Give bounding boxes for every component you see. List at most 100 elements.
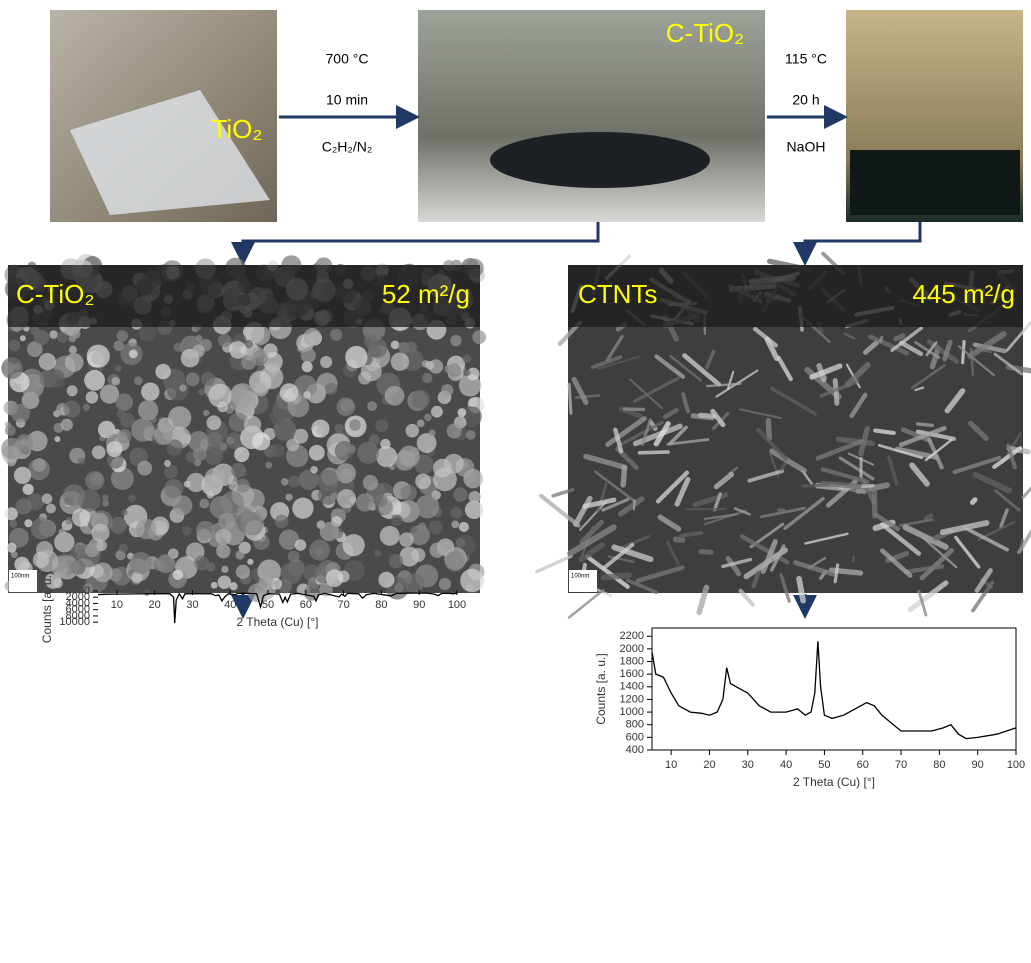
y-axis-label: Counts [a. u.] — [40, 572, 54, 643]
grain — [429, 429, 436, 436]
grain — [39, 353, 56, 370]
grain — [252, 432, 270, 450]
grain — [458, 408, 467, 417]
grain — [424, 414, 432, 422]
y-tick-label: 600 — [626, 731, 644, 743]
grain — [218, 575, 231, 588]
grain — [196, 521, 215, 540]
x-tick-label: 90 — [972, 759, 984, 771]
grain — [391, 340, 400, 349]
grain — [134, 376, 143, 385]
grain — [30, 326, 39, 335]
grain — [380, 526, 400, 546]
grain — [9, 520, 17, 528]
grain — [295, 539, 307, 551]
grain — [215, 529, 231, 545]
grain — [254, 382, 269, 397]
x-tick-label: 70 — [338, 599, 350, 611]
grain — [251, 326, 270, 345]
x-tick-label: 30 — [742, 759, 754, 771]
grain — [418, 522, 427, 531]
grain — [5, 425, 16, 436]
grain — [463, 354, 472, 363]
grain — [243, 489, 265, 511]
grain — [111, 377, 120, 386]
tube — [874, 489, 875, 516]
page: TiO₂ C-TiO₂ 700 °C 10 min C₂H₂/N₂ 115 °C… — [0, 0, 1031, 963]
grain — [57, 332, 68, 343]
grain — [156, 554, 175, 573]
tube — [1021, 540, 1022, 545]
grain — [182, 526, 192, 536]
grain — [106, 441, 122, 457]
grain — [226, 432, 243, 449]
tube — [640, 452, 668, 453]
tube — [926, 515, 931, 518]
y-tick-label: 800 — [626, 719, 644, 731]
x-axis-label: 2 Theta (Cu) [°] — [237, 615, 319, 629]
x-tick-label: 20 — [149, 599, 161, 611]
grain — [463, 369, 470, 376]
grain — [309, 445, 325, 461]
grain — [302, 361, 313, 372]
grain — [231, 463, 246, 478]
grain — [469, 491, 481, 503]
grain — [422, 373, 432, 383]
grain — [121, 509, 127, 515]
y-tick-label: 400 — [626, 744, 644, 756]
grain — [349, 419, 361, 431]
x-tick-label: 80 — [375, 599, 387, 611]
grain — [330, 329, 342, 341]
data-line — [652, 641, 1016, 738]
grain — [221, 491, 245, 515]
tube — [823, 483, 859, 486]
grain — [244, 416, 261, 433]
grain — [374, 550, 381, 557]
grain — [14, 467, 31, 484]
grain — [425, 361, 434, 370]
grain — [229, 481, 239, 491]
grain — [292, 498, 313, 519]
grain — [441, 384, 453, 396]
y-tick-label: 1800 — [620, 655, 644, 667]
grain — [217, 402, 228, 413]
grain — [117, 330, 128, 341]
tube — [1023, 472, 1031, 498]
grain — [84, 370, 105, 391]
grain — [229, 341, 247, 359]
scale-bar: 100nm — [11, 574, 29, 580]
grain — [272, 444, 285, 457]
grain — [234, 447, 249, 462]
tube — [634, 500, 635, 509]
tube — [623, 468, 624, 485]
tube — [880, 337, 881, 341]
y-tick-label: 1400 — [620, 681, 644, 693]
tube — [853, 557, 854, 561]
grain — [69, 346, 77, 354]
grain — [16, 434, 33, 451]
photo-label: C-TiO₂ — [666, 18, 744, 48]
grain — [265, 462, 272, 469]
grain — [136, 519, 157, 540]
grain — [375, 494, 388, 507]
grain — [179, 384, 186, 391]
grain — [20, 335, 26, 341]
grain — [406, 342, 417, 353]
x-tick-label: 80 — [933, 759, 945, 771]
condition: 10 min — [326, 92, 368, 108]
grain — [288, 475, 300, 487]
grain — [399, 532, 414, 547]
photo-label: TiO₂ — [211, 114, 262, 144]
grain — [303, 328, 321, 346]
grain — [28, 458, 50, 480]
grain — [92, 445, 106, 459]
grain — [164, 460, 171, 467]
grain — [252, 350, 268, 366]
grain — [154, 426, 173, 445]
grain — [318, 485, 338, 505]
sem-area: 445 m²/g — [912, 279, 1015, 309]
grain — [389, 554, 403, 568]
y-tick-label: 2000 — [620, 643, 644, 655]
grain — [405, 424, 419, 438]
grain — [144, 589, 150, 595]
